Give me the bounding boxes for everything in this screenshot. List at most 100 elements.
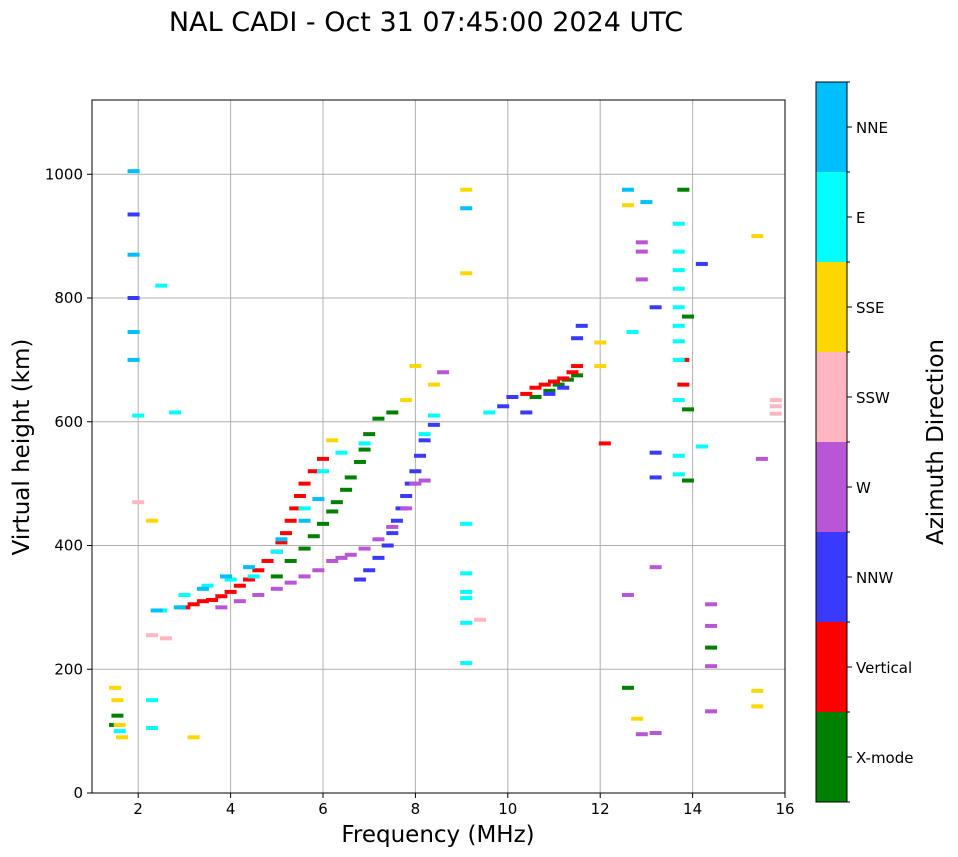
data-point-nne [243, 565, 256, 570]
data-point-vertical [566, 370, 579, 375]
data-point-vertical [261, 558, 274, 563]
y-tick-label: 1000 [45, 165, 83, 183]
data-point-w [705, 664, 718, 669]
data-point-x-mode [358, 447, 371, 452]
y-tick-label: 0 [73, 784, 83, 802]
colorbar-tick-label: X-mode [856, 749, 913, 767]
data-point-vertical [598, 441, 611, 446]
data-point-w [635, 240, 648, 245]
data-point-e [298, 506, 311, 511]
colorbar-tick-label: Vertical [856, 659, 912, 677]
data-point-nnw [427, 422, 440, 427]
data-point-x-mode [705, 645, 718, 650]
data-point-e [672, 472, 685, 477]
x-axis-ticks: 2 4 6 8 10 12 14 16 [133, 793, 795, 818]
data-point-x-mode [552, 382, 565, 387]
colorbar-tick-label: SSW [856, 389, 890, 407]
y-tick-label: 600 [54, 413, 83, 431]
data-point-nnw [557, 385, 570, 390]
data-point-nnw [400, 494, 413, 498]
data-point-e [146, 726, 159, 731]
data-point-w [755, 456, 768, 461]
data-point-e [427, 413, 440, 418]
data-point-nnw [543, 391, 556, 396]
data-point-w [215, 605, 228, 610]
data-point-nne [196, 586, 209, 591]
data-point-e [460, 521, 473, 526]
data-point-nnw [390, 518, 403, 523]
data-point-nnw [414, 453, 427, 458]
data-point-sse [751, 234, 764, 239]
data-point-x-mode [543, 388, 556, 393]
data-point-e [460, 571, 473, 576]
data-point-ssw [769, 398, 782, 403]
data-point-nne [219, 574, 232, 579]
data-point-vertical [557, 376, 570, 381]
data-point-vertical [284, 518, 297, 523]
data-point-vertical [224, 589, 237, 594]
y-tick-label: 400 [54, 537, 83, 555]
data-point-nnw [127, 296, 140, 300]
data-point-sse [111, 698, 124, 703]
data-point-x-mode [681, 407, 694, 412]
data-point-x-mode [621, 685, 634, 690]
data-point-e [672, 305, 685, 310]
data-point-vertical [317, 456, 329, 461]
data-point-vertical [280, 531, 293, 536]
data-point-nnw [353, 577, 366, 582]
data-point-nne [127, 330, 140, 335]
data-point-e [460, 661, 473, 666]
data-point-nnw [363, 568, 376, 573]
data-point-e [672, 221, 685, 226]
data-point-e [270, 549, 283, 554]
data-point-nne [312, 497, 325, 502]
data-point-w [437, 370, 450, 375]
data-point-sse [187, 735, 200, 740]
data-point-e [224, 577, 237, 582]
x-axis-label: Frequency (MHz) [341, 822, 534, 848]
data-point-w [705, 709, 718, 714]
data-point-sse [409, 364, 422, 369]
data-point-sse [116, 735, 129, 740]
data-point-w [233, 599, 246, 604]
y-axis-ticks: 0 200 400 600 800 1000 [45, 165, 92, 802]
data-point-e [672, 268, 685, 273]
data-point-vertical [677, 382, 690, 387]
data-point-x-mode [386, 410, 399, 415]
data-point-sse [146, 518, 159, 523]
data-point-e [460, 596, 473, 601]
data-point-x-mode [344, 475, 357, 480]
data-point-e [460, 589, 473, 594]
data-point-vertical [548, 379, 560, 384]
data-point-nne [621, 187, 634, 192]
data-point-sse [113, 722, 126, 727]
colorbar-segment [816, 622, 847, 712]
colorbar-segment [816, 172, 847, 262]
data-point-nnw [418, 438, 431, 443]
colorbar-segment [816, 712, 847, 802]
data-point-vertical [215, 594, 228, 599]
data-point-x-mode [298, 546, 311, 551]
data-point-nne [640, 200, 653, 205]
data-point-nnw [372, 555, 385, 560]
colorbar-tick-label: SSE [856, 299, 885, 317]
x-tick-label: 8 [411, 800, 421, 818]
data-point-nnw [497, 404, 510, 409]
data-point-nnw [506, 395, 519, 399]
data-point-nne [298, 518, 311, 523]
data-point-sse [326, 438, 339, 443]
data-point-sse [460, 271, 473, 276]
data-point-w [252, 593, 265, 597]
data-point-nne [275, 537, 288, 542]
data-point-nnw [649, 305, 662, 310]
data-point-vertical [307, 469, 320, 474]
data-point-sse [427, 382, 440, 387]
y-tick-label: 800 [54, 289, 83, 307]
colorbar-tick-label: NNW [856, 569, 893, 587]
data-point-sse [631, 716, 644, 721]
data-point-vertical [187, 602, 200, 607]
x-tick-label: 10 [498, 800, 517, 818]
data-point-w [400, 506, 413, 511]
data-point-nnw [520, 410, 533, 415]
